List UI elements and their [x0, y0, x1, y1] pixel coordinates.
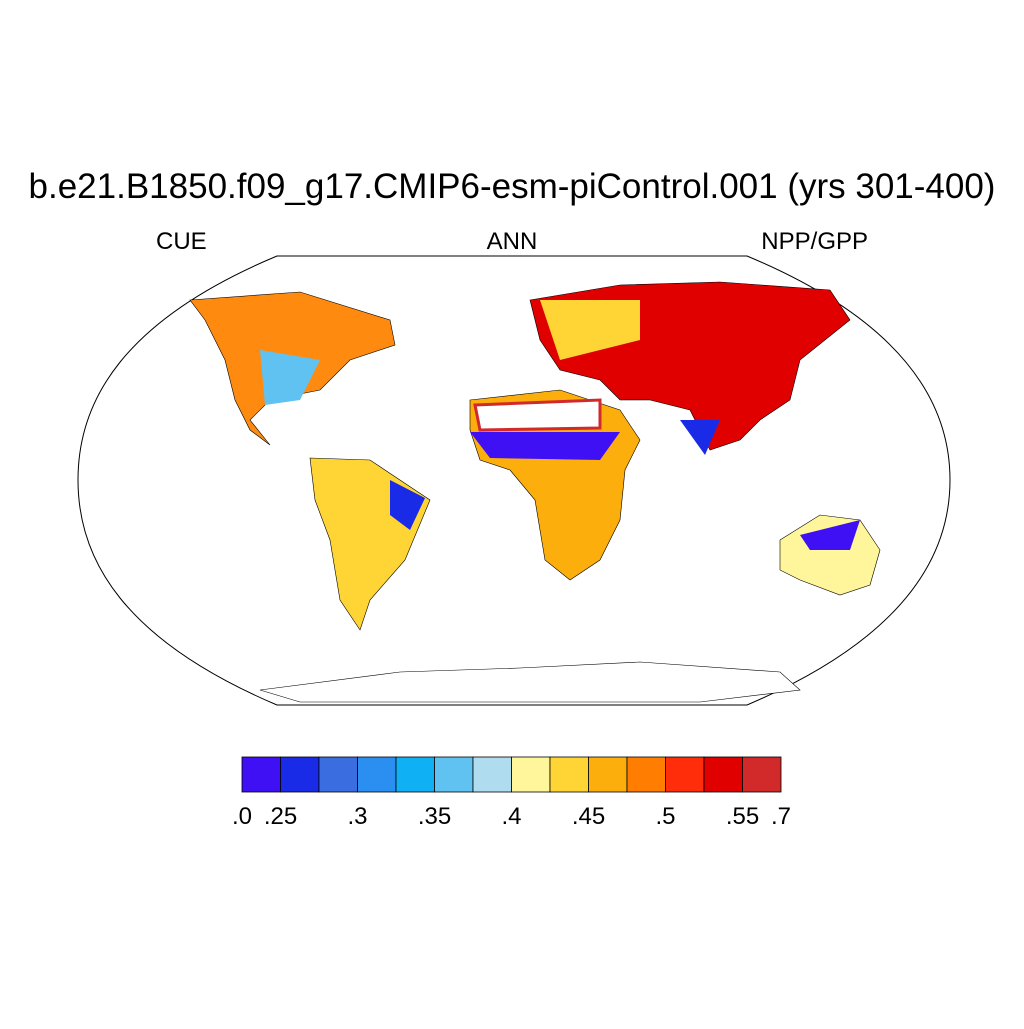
left-label: CUE: [156, 228, 207, 255]
colorbar-tick-label: .0: [232, 803, 252, 830]
colorbar-tick-label: .55: [726, 803, 759, 830]
right-label: NPP/GPP: [761, 228, 868, 255]
colorbar-box: [280, 756, 320, 793]
south-america-inner: [390, 480, 425, 530]
colorbar-box: [588, 756, 628, 793]
antarctica: [259, 661, 801, 703]
colorbar-tick-label: .4: [501, 803, 521, 830]
australia-inner: [800, 520, 860, 550]
india: [680, 420, 720, 455]
colorbar-box: [549, 756, 589, 793]
colorbar-box: [742, 756, 782, 793]
colorbar-box: [241, 756, 281, 793]
sahel: [470, 432, 620, 460]
colorbar-box: [665, 756, 705, 793]
colorbar-box: [357, 756, 397, 793]
colorbar-box: [472, 756, 512, 793]
center-label: ANN: [487, 228, 538, 255]
colorbar-tick-label: .7: [771, 803, 791, 830]
title: b.e21.B1850.f09_g17.CMIP6-esm-piControl.…: [29, 167, 996, 206]
colorbar-tick-label: .25: [264, 803, 297, 830]
colorbar-box: [511, 756, 551, 793]
map: [77, 255, 951, 706]
colorbar-tick-label: .45: [572, 803, 605, 830]
colorbar-box: [434, 756, 474, 793]
colorbar-tick-label: .3: [347, 803, 367, 830]
colorbar-tick-label: .5: [655, 803, 675, 830]
colorbar-box: [703, 756, 743, 793]
colorbar-box: [395, 756, 435, 793]
europe: [540, 300, 640, 360]
north-america-inner: [260, 350, 320, 405]
sahara: [473, 398, 602, 432]
colorbar-tick-label: .35: [418, 803, 451, 830]
colorbar-box: [626, 756, 666, 793]
colorbar-box: [318, 756, 358, 793]
colorbar: .0 .25 .3 .35 .4 .45 .5 .55 .7: [232, 756, 791, 830]
